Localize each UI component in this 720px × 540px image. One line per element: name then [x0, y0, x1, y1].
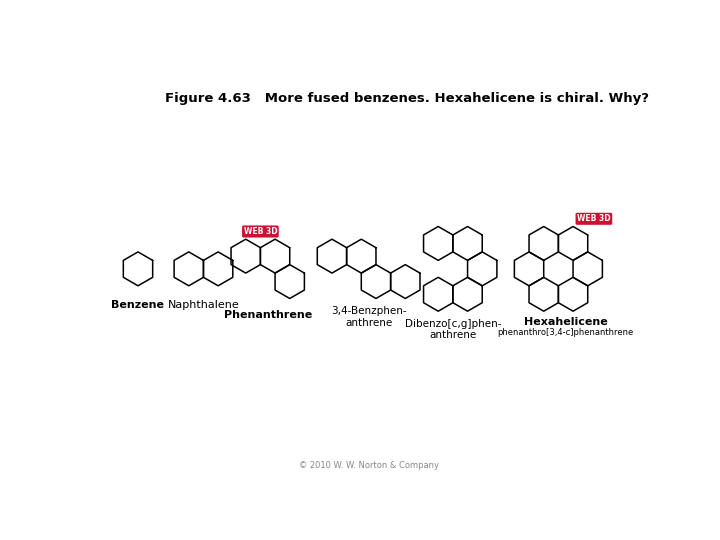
Text: © 2010 W. W. Norton & Company: © 2010 W. W. Norton & Company [299, 461, 439, 470]
Text: Dibenzo[c,g]phen-
anthrene: Dibenzo[c,g]phen- anthrene [405, 319, 501, 341]
Text: phenanthro[3,4-c]phenanthrene: phenanthro[3,4-c]phenanthrene [498, 328, 634, 337]
Text: WEB 3D: WEB 3D [243, 227, 277, 236]
Text: Hexahelicene: Hexahelicene [524, 318, 608, 327]
Text: Figure 4.63   More fused benzenes. Hexahelicene is chiral. Why?: Figure 4.63 More fused benzenes. Hexahel… [165, 92, 649, 105]
Text: Naphthalene: Naphthalene [168, 300, 239, 309]
Text: Benzene: Benzene [112, 300, 164, 309]
Text: 3,4-Benzphen-
anthrene: 3,4-Benzphen- anthrene [330, 306, 407, 328]
Text: WEB 3D: WEB 3D [577, 214, 611, 224]
Text: Phenanthrene: Phenanthrene [224, 310, 312, 320]
